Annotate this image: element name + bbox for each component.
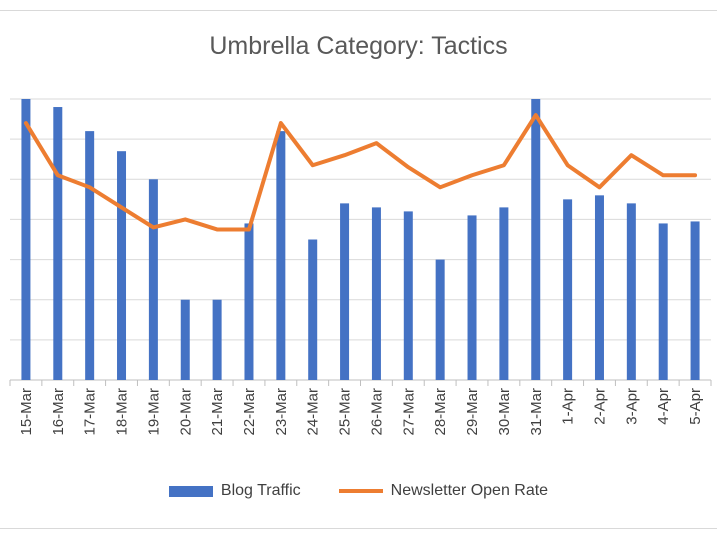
x-tick-label: 27-Mar [400,388,417,436]
x-tick-label: 18-Mar [114,388,131,436]
x-tick-label: 31-Mar [528,388,545,436]
bar-20-mar [180,299,190,380]
chart-legend: Blog Traffic Newsletter Open Rate [0,482,717,500]
bar-24-mar [308,239,318,380]
legend-swatch-line [338,489,383,493]
series-line-newsletter-open-rate [23,113,698,232]
bar-26-mar [371,207,381,380]
bar-3-apr [626,203,636,380]
x-tick-label: 28-Mar [432,388,449,436]
bar-30-mar [499,207,509,380]
x-tick-label: 17-Mar [82,388,99,436]
bar-19-mar [148,179,158,380]
x-tick-label: 2-Apr [591,388,608,425]
bar-1-apr [563,199,573,380]
legend-label-newsletter-open-rate: Newsletter Open Rate [390,482,549,499]
x-tick-label: 24-Mar [305,388,322,436]
x-tick-label: 4-Apr [655,388,672,425]
x-tick-label: 22-Mar [241,388,258,436]
bar-27-mar [403,211,413,380]
bar-25-mar [340,203,350,380]
bar-16-mar [53,107,63,381]
x-tick-label: 19-Mar [145,388,162,436]
chart-title: Umbrella Category: Tactics [209,32,508,60]
x-tick-label: 5-Apr [687,388,704,425]
bar-18-mar [117,151,127,380]
bar-28-mar [435,259,445,380]
bar-2-apr [594,195,604,380]
x-tick-label: 15-Mar [18,388,35,436]
bar-23-mar [276,131,286,380]
bar-5-apr [690,221,700,380]
x-tick-label: 3-Apr [623,388,640,425]
bar-31-mar [531,99,541,380]
x-tick-label: 20-Mar [177,388,194,436]
bar-22-mar [244,223,254,380]
bar-29-mar [467,215,477,380]
x-tick-label: 1-Apr [560,388,577,425]
bar-21-mar [212,299,222,380]
bar-17-mar [85,131,95,380]
x-tick-label: 23-Mar [273,388,290,436]
legend-item-newsletter-open-rate: Newsletter Open Rate [338,482,549,500]
legend-swatch-bar [168,485,213,497]
chart-frame [0,10,717,529]
x-tick-label: 25-Mar [337,388,354,436]
x-tick-label: 29-Mar [464,388,481,436]
x-tick-label: 30-Mar [496,388,513,436]
x-tick-label: 16-Mar [50,388,67,436]
bar-15-mar [21,99,31,380]
bar-4-apr [658,223,668,380]
legend-item-blog-traffic: Blog Traffic [168,482,301,500]
x-tick-label: 21-Mar [209,388,226,436]
legend-label-blog-traffic: Blog Traffic [220,482,301,499]
x-tick-label: 26-Mar [368,388,385,436]
